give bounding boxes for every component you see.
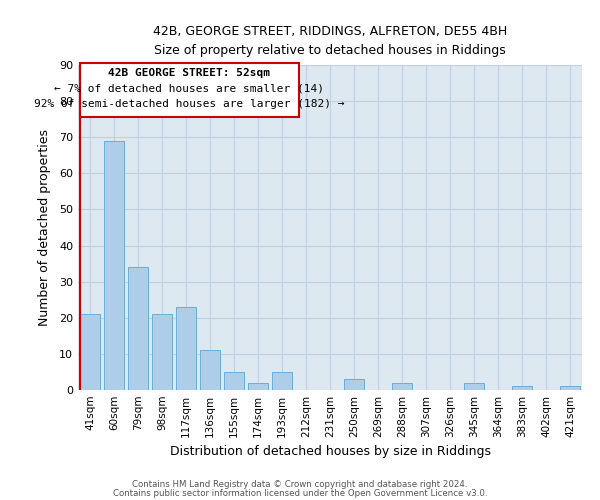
Bar [200,350,220,390]
Bar [560,386,580,390]
Bar [176,307,196,390]
Bar [512,386,532,390]
Bar [104,141,124,390]
Text: 92% of semi-detached houses are larger (182) →: 92% of semi-detached houses are larger (… [34,98,344,108]
FancyBboxPatch shape [80,63,299,118]
Bar [248,383,268,390]
Bar [392,383,412,390]
Text: Contains HM Land Registry data © Crown copyright and database right 2024.: Contains HM Land Registry data © Crown c… [132,480,468,489]
Bar [272,372,292,390]
Text: Contains public sector information licensed under the Open Government Licence v3: Contains public sector information licen… [113,490,487,498]
Text: ← 7% of detached houses are smaller (14): ← 7% of detached houses are smaller (14) [54,84,324,94]
Bar [344,379,364,390]
Text: 42B GEORGE STREET: 52sqm: 42B GEORGE STREET: 52sqm [108,68,270,78]
Bar [152,314,172,390]
Bar [224,372,244,390]
Bar [128,267,148,390]
Bar [80,314,100,390]
Bar [464,383,484,390]
X-axis label: Distribution of detached houses by size in Riddings: Distribution of detached houses by size … [170,446,491,458]
Title: 42B, GEORGE STREET, RIDDINGS, ALFRETON, DE55 4BH
Size of property relative to de: 42B, GEORGE STREET, RIDDINGS, ALFRETON, … [153,25,507,57]
Y-axis label: Number of detached properties: Number of detached properties [38,129,50,326]
